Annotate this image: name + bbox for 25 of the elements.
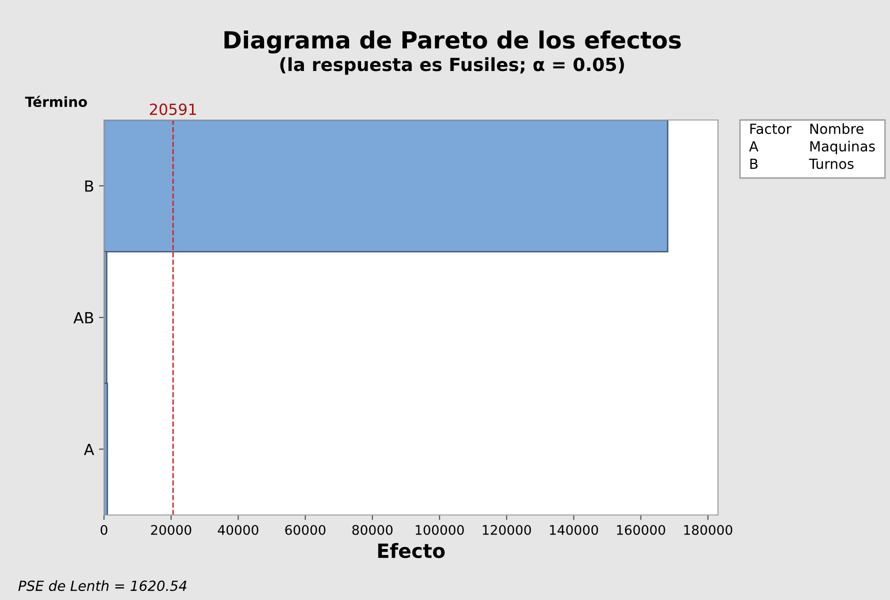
y-tick-label: A [84,444,94,455]
x-tick-label: 80000 [352,524,393,535]
x-tick-label: 100000 [416,524,464,535]
text: B [750,158,758,169]
x-tick-label: 120000 [482,524,531,535]
text: A [749,141,758,152]
text: Turnos [808,158,854,170]
x-tick-label: 40000 [218,524,258,535]
y-tick-label: B [85,180,94,192]
ref-line-label: 20591 [150,104,196,116]
y-axis-title: Término [25,96,87,108]
chart-subtitle: (la respuesta es Fusiles; α = 0.05) [280,57,624,75]
x-tick-label: 160000 [617,524,666,535]
x-tick-label: 180000 [684,524,732,535]
y-tick-label: AB [73,312,94,324]
x-tick-label: 140000 [550,524,598,535]
x-tick-label: 0 [100,524,108,535]
x-tick-label: 20000 [151,524,192,535]
text: Maquinas [810,140,875,154]
chart-title: Diagrama de Pareto de los efectos [224,30,681,54]
text: Nombre [810,123,864,134]
x-tick-label: 60000 [285,524,326,535]
x-axis-title: Efecto [378,543,445,558]
text: PSE de Lenth = 1620.54 [18,580,186,592]
text: Factor [750,124,792,134]
